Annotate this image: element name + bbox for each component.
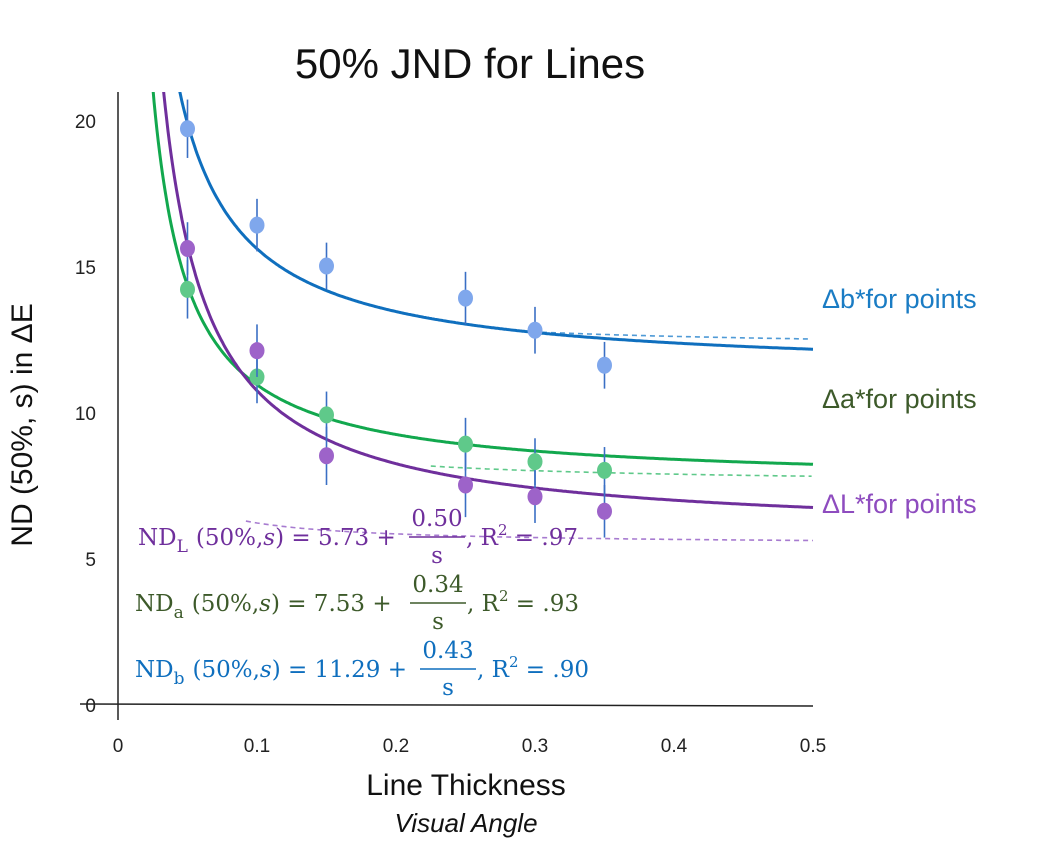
equation-r2-value: = .93 (509, 591, 579, 617)
reference-curve (430, 465, 812, 477)
y-tick-label: 5 (85, 550, 96, 571)
equation-rest: ) = 5.73 + (275, 525, 396, 551)
equation-superscript: 2 (499, 587, 509, 605)
equation-variable: s (263, 525, 275, 551)
equation-numerator: 0.50 (411, 506, 462, 532)
equation-subscript: b (174, 669, 185, 689)
equation-r2: , R2 = .97 (466, 521, 578, 551)
reference-curves (245, 331, 813, 542)
equation-numerator: 0.43 (422, 638, 473, 664)
equation-lhs: NDa (50%,s) = 7.53 + (135, 591, 392, 623)
equation-variable: s (260, 657, 272, 683)
equation-superscript: 2 (509, 653, 519, 671)
data-point (527, 321, 543, 339)
equation-numerator: 0.34 (412, 572, 463, 598)
data-point (597, 502, 612, 520)
equation-args: (50%, (192, 657, 259, 683)
x-tick-label: 0.3 (522, 736, 548, 757)
equation-lhs: NDb (50%,s) = 11.29 + (135, 657, 407, 689)
equation-r2: , R2 = .93 (467, 587, 579, 617)
x-axis-line (79, 703, 814, 707)
data-point (180, 239, 195, 257)
data-point (527, 488, 543, 506)
equation-denominator: s (432, 609, 444, 635)
equation-r2-value: = .90 (519, 657, 589, 683)
chart-title: 50% JND for Lines (295, 40, 645, 87)
reference-label: Δb*for points (822, 284, 977, 314)
x-axis-label: Line Thickness (366, 769, 566, 802)
equation-superscript: 2 (498, 521, 508, 539)
equation-subscript: L (177, 537, 188, 557)
x-tick-label: 0.5 (800, 736, 826, 757)
reference-label: ΔL*for points (822, 489, 977, 519)
equation-variable: s (259, 591, 271, 617)
y-tick-label: 10 (75, 404, 96, 425)
y-tick-label: 15 (75, 258, 96, 279)
x-axis-sublabel: Visual Angle (394, 808, 537, 838)
equation-r2-value: = .97 (508, 525, 578, 551)
data-point (458, 435, 473, 453)
data-point (180, 120, 195, 138)
data-point (319, 257, 334, 275)
data-point (319, 406, 334, 424)
equation-lhs: NDL (50%,s) = 5.73 + (138, 525, 396, 557)
data-point (597, 461, 612, 479)
data-point (597, 356, 612, 374)
equation-rest: ) = 11.29 + (272, 657, 407, 683)
data-point (249, 216, 265, 234)
equation-denominator: s (442, 675, 454, 701)
data-point (458, 289, 473, 307)
data-point (319, 447, 334, 465)
equation-denominator: s (431, 543, 443, 569)
reference-label: Δa*for points (822, 384, 977, 414)
data-point (527, 453, 543, 471)
equation-r2: , R2 = .90 (477, 653, 589, 683)
data-point (180, 280, 195, 298)
y-axis-label: ND (50%, s) in ΔE (6, 303, 39, 546)
data-points (180, 99, 612, 538)
x-tick-label: 0.2 (383, 736, 409, 757)
data-point (249, 342, 265, 360)
x-tick-label: 0.4 (661, 736, 688, 757)
x-tick-label: 0 (113, 736, 124, 757)
data-point (458, 476, 473, 494)
equation-args: (50%, (192, 591, 259, 617)
y-tick-label: 20 (75, 112, 96, 133)
equation-args: (50%, (196, 525, 263, 551)
y-tick-label: 0 (85, 696, 96, 717)
equation-subscript: a (174, 603, 184, 623)
equation-rest: ) = 7.53 + (271, 591, 392, 617)
x-tick-label: 0.1 (244, 736, 270, 757)
reference-labels: Δb*for points Δa*for points ΔL*for points (822, 284, 977, 519)
